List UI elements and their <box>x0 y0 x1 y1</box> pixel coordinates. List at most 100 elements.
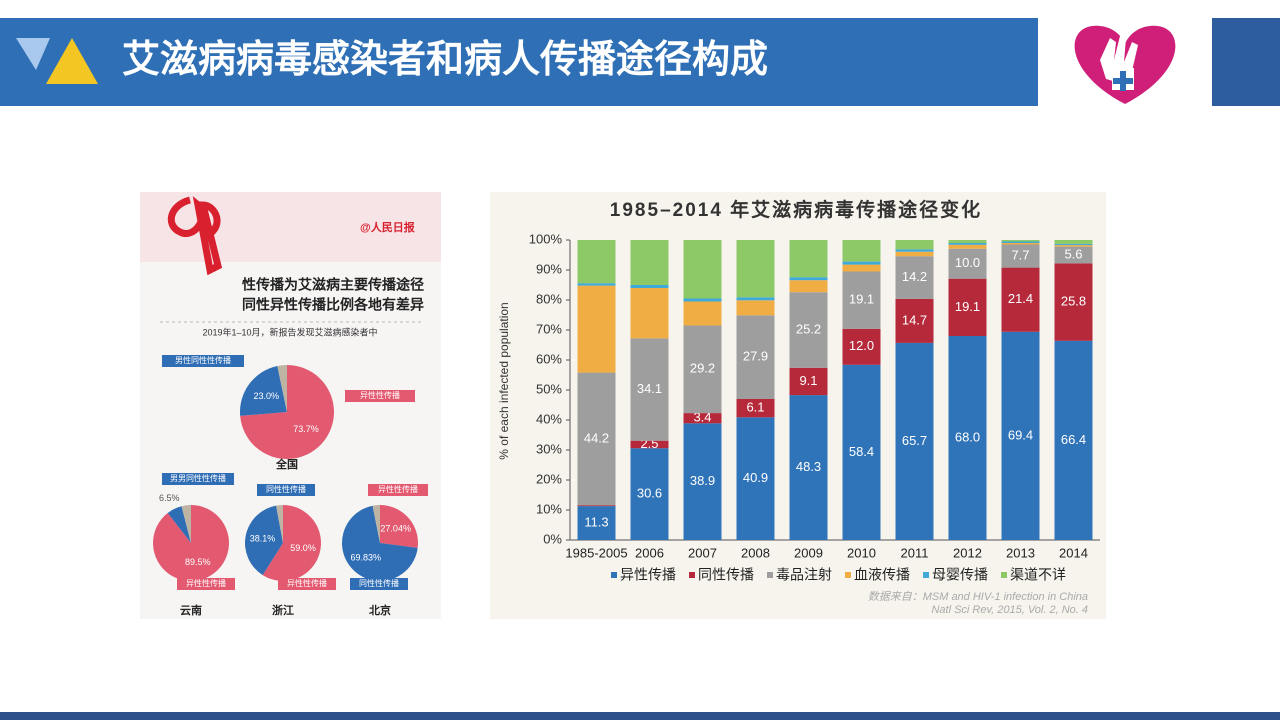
x-tick-label: 2008 <box>741 545 770 560</box>
bar-value-label: 30.6 <box>637 486 662 501</box>
category-label: 同性性传播 <box>359 578 399 588</box>
bar-value-label: 58.4 <box>849 444 874 459</box>
x-tick-label: 2013 <box>1006 545 1035 560</box>
y-tick-label: 100% <box>529 231 563 246</box>
category-label: 异性性传播 <box>186 578 226 588</box>
bar-segment <box>577 283 616 286</box>
pie-slice <box>240 366 287 416</box>
category-box <box>345 390 415 402</box>
bar-segment <box>1054 246 1093 264</box>
bar-segment <box>683 423 722 540</box>
pie-slice <box>277 365 287 412</box>
bar-segment <box>736 417 775 540</box>
slide-title: 艾滋病病毒感染者和病人传播途径构成 <box>122 38 768 81</box>
pie-slice <box>167 506 191 543</box>
bar-segment <box>789 292 828 368</box>
y-tick-label: 40% <box>536 411 562 426</box>
legend-label: 母婴传播 <box>932 567 988 583</box>
bar-value-label: 11.3 <box>584 514 608 529</box>
legend-label: 血液传播 <box>854 567 910 583</box>
legend-label: 异性传播 <box>620 567 676 583</box>
legend-swatch <box>689 572 695 578</box>
bar-value-label: 19.1 <box>849 292 874 307</box>
legend-label: 同性传播 <box>698 567 754 583</box>
x-tick-label: 2011 <box>901 545 929 560</box>
footer-bar <box>0 712 1280 720</box>
bar-value-label: 66.4 <box>1061 432 1086 447</box>
bar-segment <box>948 278 987 336</box>
bar-segment <box>789 240 828 278</box>
y-tick-label: 0% <box>543 531 562 546</box>
bar-segment <box>683 325 722 414</box>
bar-segment <box>842 261 881 265</box>
header-block <box>1212 18 1280 106</box>
bar-value-label: 38.9 <box>690 473 715 488</box>
bar-segment <box>577 505 616 507</box>
category-box <box>350 578 408 590</box>
bar-chart: 0% 10% 20% 30% 40% 50% 60% 70% 80% 90% 100% 1985-20… <box>529 231 1100 583</box>
pie-value-label: 38.1% <box>250 533 276 543</box>
bar-segment <box>842 328 881 365</box>
logo-text: @人民日报 <box>360 220 416 234</box>
pie-slice <box>380 505 418 548</box>
bar-value-label: 6.1 <box>746 400 764 415</box>
bar-segment <box>577 372 616 506</box>
bar-value-label: 12.0 <box>849 338 874 353</box>
bar-segment <box>789 395 828 540</box>
pie-slice <box>181 505 191 543</box>
bar-value-label: 19.1 <box>955 299 980 314</box>
bar-value-label: 25.2 <box>796 321 821 336</box>
bar-segment <box>1054 263 1093 341</box>
pie-value-label: 23.0% <box>254 391 280 401</box>
category-box <box>162 473 234 485</box>
bar-segment <box>948 244 987 249</box>
y-tick-label: 50% <box>536 381 562 396</box>
category-label: 异性性传播 <box>360 390 400 400</box>
bar-segment <box>683 413 722 424</box>
bar-segment <box>895 240 934 250</box>
header-icon <box>16 38 50 70</box>
bar-segment <box>789 280 828 293</box>
pie-value-label: 59.0% <box>290 543 316 553</box>
bar-segment <box>895 251 934 257</box>
bar-segment <box>630 240 669 285</box>
bar-value-label: 48.3 <box>796 459 821 474</box>
bar-segment <box>1001 241 1040 243</box>
bar-segment <box>736 240 775 298</box>
category-label: 异性性传播 <box>378 484 418 494</box>
bar-segment <box>683 240 722 299</box>
bar-value-label: 44.2 <box>584 430 609 445</box>
bar-value-label: 27.9 <box>743 349 768 364</box>
source: 数据来自：MSM and HIV-1 infection in China <box>868 590 1088 603</box>
legend-swatch <box>923 572 929 578</box>
legend-swatch <box>611 572 617 578</box>
y-tick-label: 30% <box>536 441 562 456</box>
bar-segment <box>736 297 775 301</box>
bar-segment <box>948 336 987 540</box>
x-tick-label: 2007 <box>688 545 717 560</box>
bar-segment <box>630 440 669 449</box>
bar-segment <box>577 285 616 373</box>
pie-value-label: 69.83% <box>350 553 381 563</box>
x-tick-label: 2009 <box>794 545 823 560</box>
y-tick-label: 90% <box>536 261 562 276</box>
bar-segment <box>842 240 881 262</box>
header-icon <box>46 38 98 84</box>
y-axis-label: % of each infected population <box>497 302 511 459</box>
x-tick-label: 2006 <box>635 545 664 560</box>
pie-slice <box>372 505 380 543</box>
y-tick-label: 80% <box>536 291 562 306</box>
bar-value-label: 14.7 <box>902 312 927 327</box>
pie-title: 北京 <box>369 603 391 617</box>
bar-segment <box>1001 243 1040 245</box>
header-bar <box>0 18 1038 106</box>
bar-segment <box>1001 331 1040 540</box>
bar-segment <box>895 249 934 252</box>
pie-slice <box>342 505 418 581</box>
bar-segment <box>1054 245 1093 247</box>
bar-segment <box>895 342 934 540</box>
bar-segment <box>789 277 828 281</box>
bar-segment <box>948 248 987 279</box>
pie-title: 云南 <box>180 603 202 617</box>
bar-segment <box>736 399 775 418</box>
